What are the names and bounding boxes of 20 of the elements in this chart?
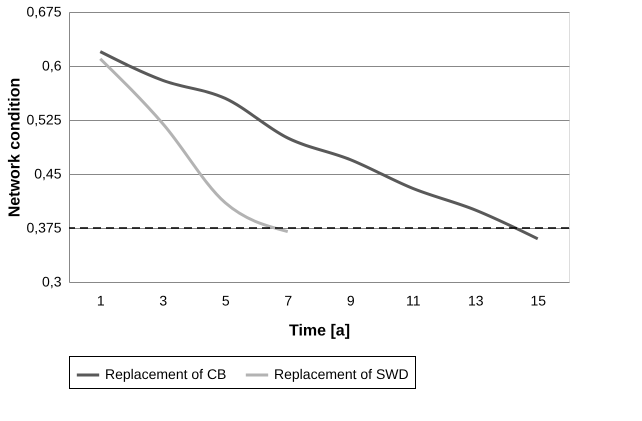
x-tick-label: 1 <box>96 292 105 308</box>
x-tick-label: 13 <box>468 292 484 308</box>
x-tick-label: 7 <box>284 292 292 308</box>
line-series <box>98 57 290 234</box>
x-tick-label: 5 <box>222 292 230 308</box>
line-series <box>98 50 540 240</box>
y-tick-label: 0,3 <box>42 274 62 290</box>
y-tick-label: 0,6 <box>42 58 62 74</box>
legend-label: Replacement of SWD <box>274 366 409 382</box>
legend-label: Replacement of CB <box>105 366 226 382</box>
x-axis-title: Time [a] <box>288 322 350 340</box>
y-tick-label: 0,375 <box>26 220 62 236</box>
x-tick-label: 11 <box>406 292 421 308</box>
y-axis-title: Network condition <box>6 78 24 218</box>
x-tick-label: 3 <box>159 292 168 308</box>
y-tick-label: 0,45 <box>34 166 62 182</box>
x-tick-label: 15 <box>530 292 546 308</box>
x-tick-label: 9 <box>346 292 355 308</box>
y-tick-label: 0,675 <box>26 4 62 20</box>
y-tick-label: 0,525 <box>26 112 62 128</box>
